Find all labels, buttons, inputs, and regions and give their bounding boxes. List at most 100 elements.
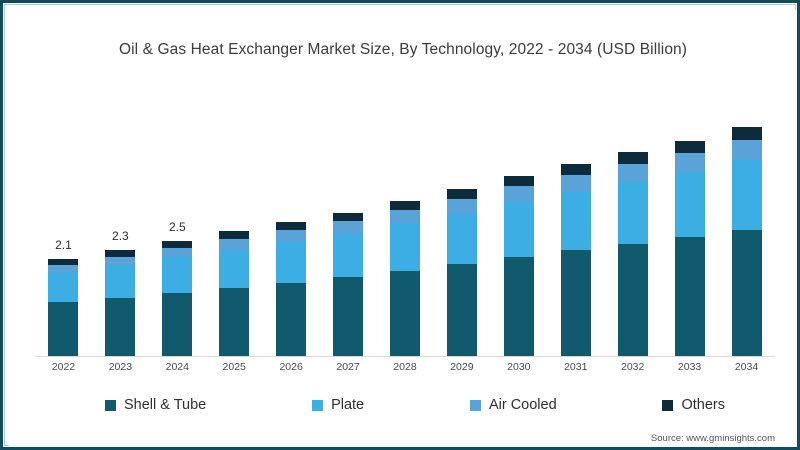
bar-column-2022[interactable]: 2.1 — [35, 89, 91, 357]
bar-segment-plate[interactable] — [731, 160, 762, 230]
chart-legend: Shell & Tube Plate Air Cooled Others — [105, 397, 725, 413]
legend-item-air-cooled[interactable]: Air Cooled — [469, 397, 557, 413]
x-tick-2029: 2029 — [450, 361, 474, 373]
bar-stack[interactable] — [48, 259, 79, 357]
bar-segment-shell-tube[interactable] — [731, 229, 762, 357]
bar-segment-plate[interactable] — [503, 202, 534, 257]
legend-item-plate[interactable]: Plate — [312, 397, 364, 413]
legend-item-others[interactable]: Others — [662, 397, 725, 413]
bar-segment-others[interactable] — [333, 212, 364, 222]
bar-segment-plate[interactable] — [446, 213, 477, 265]
bar-segment-shell-tube[interactable] — [333, 277, 364, 357]
bar-segment-air-cooled[interactable] — [276, 229, 307, 242]
bar-column-2025[interactable] — [206, 89, 262, 357]
bar-stack[interactable] — [219, 231, 250, 357]
chart-canvas: Oil & Gas Heat Exchanger Market Size, By… — [9, 9, 797, 447]
bar-segment-others[interactable] — [617, 152, 648, 165]
bar-segment-air-cooled[interactable] — [560, 175, 591, 192]
bar-segment-air-cooled[interactable] — [219, 238, 250, 250]
bar-segment-plate[interactable] — [560, 191, 591, 251]
bar-segment-air-cooled[interactable] — [674, 153, 705, 172]
bar-column-2027[interactable] — [320, 89, 376, 357]
bar-segment-plate[interactable] — [219, 249, 250, 288]
bar-segment-air-cooled[interactable] — [503, 186, 534, 203]
bar-stack[interactable] — [674, 140, 705, 357]
bar-segment-others[interactable] — [276, 222, 307, 230]
bar-segment-shell-tube[interactable] — [219, 287, 250, 357]
bar-stack[interactable] — [162, 240, 193, 357]
bar-segment-shell-tube[interactable] — [446, 264, 477, 357]
bar-segment-shell-tube[interactable] — [674, 237, 705, 357]
bar-stack[interactable] — [446, 189, 477, 357]
bar-segment-others[interactable] — [674, 140, 705, 154]
bar-segment-others[interactable] — [105, 250, 136, 257]
bar-segment-others[interactable] — [162, 240, 193, 248]
bar-stack[interactable] — [389, 201, 420, 357]
bar-column-2023[interactable]: 2.3 — [92, 89, 148, 357]
bar-column-2030[interactable] — [491, 89, 547, 357]
bar-segment-shell-tube[interactable] — [560, 250, 591, 357]
bar-segment-air-cooled[interactable] — [333, 221, 364, 234]
bar-segment-shell-tube[interactable] — [276, 282, 307, 357]
bar-segment-others[interactable] — [731, 126, 762, 141]
x-tick-2026: 2026 — [279, 361, 303, 373]
bar-column-2034[interactable] — [719, 89, 775, 357]
bar-column-2028[interactable] — [377, 89, 433, 357]
bar-stack[interactable] — [105, 250, 136, 357]
bar-segment-air-cooled[interactable] — [731, 140, 762, 161]
bar-stack[interactable] — [503, 175, 534, 357]
bar-segment-others[interactable] — [446, 189, 477, 200]
bar-segment-air-cooled[interactable] — [162, 247, 193, 258]
x-tick-2032: 2032 — [620, 361, 645, 373]
bar-stack[interactable] — [731, 126, 762, 357]
bar-segment-others[interactable] — [389, 201, 420, 210]
x-tick-2023: 2023 — [108, 361, 133, 373]
bar-segment-shell-tube[interactable] — [48, 302, 79, 357]
bar-stack[interactable] — [560, 163, 591, 357]
page-title: Oil & Gas Heat Exchanger Market Size, By… — [118, 41, 688, 58]
bar-column-2032[interactable] — [605, 89, 661, 357]
bar-column-2031[interactable] — [548, 89, 604, 357]
legend-label: Plate — [331, 397, 365, 413]
bar-segment-air-cooled[interactable] — [389, 209, 420, 224]
legend-item-shell-tube[interactable]: Shell & Tube — [105, 397, 206, 413]
bar-segment-shell-tube[interactable] — [503, 256, 534, 357]
legend-swatch-others — [662, 399, 674, 411]
bar-segment-plate[interactable] — [276, 241, 307, 283]
bar-stack[interactable] — [276, 222, 307, 357]
bar-segment-others[interactable] — [560, 163, 591, 176]
bar-segment-plate[interactable] — [333, 233, 364, 278]
x-tick-2022: 2022 — [51, 361, 76, 373]
bar-segment-others[interactable] — [219, 231, 250, 239]
bar-segment-shell-tube[interactable] — [105, 297, 136, 357]
bar-segment-plate[interactable] — [617, 182, 648, 244]
plot-area: 2.1 2.3 2.5 — [35, 89, 775, 357]
x-tick-2030: 2030 — [507, 361, 531, 373]
bar-segment-plate[interactable] — [389, 223, 420, 271]
bar-column-2024[interactable]: 2.5 — [149, 89, 205, 357]
bar-column-2029[interactable] — [434, 89, 490, 357]
bar-segment-others[interactable] — [48, 259, 79, 265]
bar-segment-air-cooled[interactable] — [617, 164, 648, 183]
bar-segment-air-cooled[interactable] — [446, 199, 477, 214]
bar-segment-plate[interactable] — [162, 257, 193, 293]
bar-segment-shell-tube[interactable] — [617, 243, 648, 357]
bar-segment-others[interactable] — [503, 175, 534, 187]
bar-column-2026[interactable] — [263, 89, 319, 357]
bar-value-label-2024: 2.5 — [168, 219, 186, 234]
bar-stack[interactable] — [333, 212, 364, 357]
bar-segment-plate[interactable] — [48, 272, 79, 303]
bar-segment-air-cooled[interactable] — [48, 264, 79, 273]
bar-stack[interactable] — [617, 152, 648, 357]
bar-segment-shell-tube[interactable] — [162, 292, 193, 357]
legend-label: Others — [681, 397, 725, 413]
bar-segment-plate[interactable] — [105, 265, 136, 298]
bar-value-label-2023: 2.3 — [112, 228, 129, 243]
bar-column-2033[interactable] — [662, 89, 718, 357]
bar-segment-plate[interactable] — [674, 171, 705, 238]
bar-segment-air-cooled[interactable] — [105, 256, 136, 266]
bar-segment-shell-tube[interactable] — [389, 270, 420, 357]
x-tick-2025: 2025 — [222, 361, 246, 373]
bar-group: 2.1 2.3 2.5 — [35, 89, 775, 357]
